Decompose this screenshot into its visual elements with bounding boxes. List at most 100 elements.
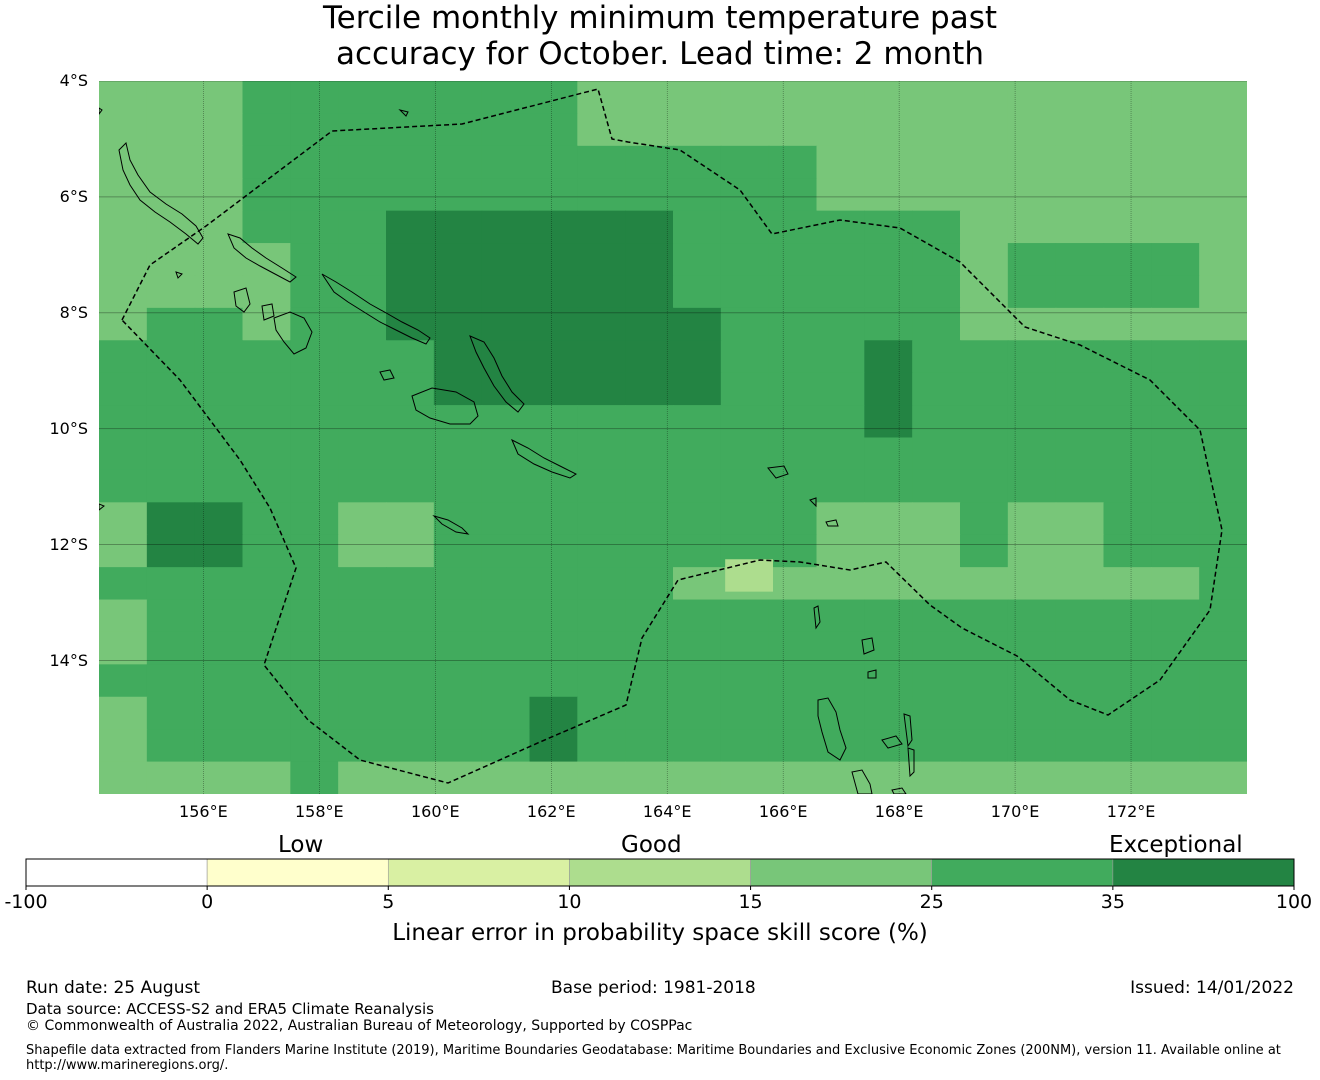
skill-cell	[625, 145, 674, 179]
skill-cell	[912, 307, 961, 341]
skill-cell	[625, 372, 674, 406]
map-title-line-1: Tercile monthly minimum temperature past	[322, 0, 998, 36]
skill-cell	[386, 405, 435, 439]
colorbar-tick-label: -100	[4, 891, 48, 913]
skill-cell	[1103, 599, 1152, 633]
skill-cell	[816, 340, 865, 374]
skill-cell	[386, 437, 435, 471]
skill-cell	[1055, 307, 1105, 341]
skill-cell	[194, 469, 244, 503]
skill-cell	[673, 696, 722, 730]
skill-cell	[338, 469, 387, 503]
skill-cell	[577, 81, 626, 115]
skill-cell	[1103, 437, 1152, 471]
skill-cell	[481, 664, 531, 698]
skill-cell	[99, 469, 148, 503]
colorbar-segment	[750, 858, 933, 887]
skill-cell	[625, 437, 674, 471]
skill-cell	[481, 761, 531, 794]
skill-cell	[1055, 599, 1105, 633]
skill-cell	[242, 113, 291, 147]
skill-cell	[481, 340, 531, 374]
copyright: © Commonwealth of Australia 2022, Austra…	[26, 1018, 693, 1034]
lat-label: 12°S	[49, 534, 88, 554]
skill-cell	[338, 534, 387, 568]
skill-cell	[960, 405, 1009, 439]
skill-cell	[1007, 178, 1057, 212]
skill-cell	[1199, 405, 1247, 439]
skill-cell	[1055, 729, 1105, 763]
skill-cell	[864, 372, 913, 406]
skill-cell	[290, 307, 339, 341]
skill-cell	[625, 340, 674, 374]
skill-cell	[1199, 340, 1247, 374]
skill-cell	[338, 307, 387, 341]
skill-cell	[577, 599, 626, 633]
skill-cell	[529, 696, 578, 730]
skill-cell	[290, 599, 339, 633]
skill-cell	[720, 599, 770, 633]
skill-cell	[720, 145, 770, 179]
skill-cell	[386, 729, 435, 763]
skill-cell	[433, 534, 483, 568]
skill-cell	[1055, 437, 1105, 471]
skill-cell	[146, 631, 196, 665]
skill-cell	[99, 761, 148, 794]
skill-cell	[386, 534, 435, 568]
skill-cell	[720, 210, 770, 244]
coastline-utupua	[809, 497, 817, 508]
skill-cell	[673, 178, 722, 212]
colorbar-tick-label: 0	[201, 891, 214, 913]
skill-cell	[816, 599, 865, 633]
skill-cell	[1103, 81, 1152, 115]
skill-cell	[768, 210, 818, 244]
skill-cell	[960, 502, 1009, 536]
colorbar	[25, 858, 1295, 890]
skill-cell	[194, 178, 244, 212]
skill-cell	[386, 696, 435, 730]
skill-cell	[194, 534, 244, 568]
skill-cell	[1151, 567, 1200, 601]
coastline-rennell	[432, 514, 470, 535]
skill-cell	[864, 437, 913, 471]
skill-cell	[720, 437, 770, 471]
skill-cell	[290, 696, 339, 730]
skill-cell	[242, 145, 291, 179]
skill-cell	[1055, 664, 1105, 698]
skill-cell	[1199, 729, 1247, 763]
skill-cell	[290, 761, 339, 794]
skill-cell	[481, 469, 531, 503]
coastline-pentecost	[907, 747, 915, 778]
skill-cell	[1103, 145, 1152, 179]
skill-cell	[768, 761, 818, 794]
skill-cell	[1007, 502, 1057, 536]
skill-cell	[673, 243, 722, 277]
skill-cell	[960, 696, 1009, 730]
skill-cell	[625, 696, 674, 730]
skill-cell	[577, 696, 626, 730]
coastline-florida-is	[379, 369, 395, 381]
skill-cell	[194, 307, 244, 341]
skill-cell	[1103, 178, 1152, 212]
coastline-vanikoro	[825, 519, 839, 527]
skill-cell	[577, 145, 626, 179]
skill-cell	[816, 437, 865, 471]
skill-cell	[338, 178, 387, 212]
skill-cell	[146, 696, 196, 730]
skill-cell	[529, 761, 578, 794]
coastline-new-georgia-3	[273, 311, 313, 355]
skill-cell	[912, 210, 961, 244]
lat-label: 6°S	[59, 186, 88, 206]
skill-cell	[577, 631, 626, 665]
skill-cell	[1151, 729, 1200, 763]
skill-cell	[1199, 307, 1247, 341]
skill-cell	[338, 340, 387, 374]
skill-cell	[768, 340, 818, 374]
skill-cell	[960, 307, 1009, 341]
skill-cell	[290, 275, 339, 309]
skill-cell	[1151, 145, 1200, 179]
skill-cell	[481, 275, 531, 309]
skill-cell	[1055, 275, 1105, 309]
skill-cell	[768, 469, 818, 503]
skill-cell	[1151, 372, 1200, 406]
